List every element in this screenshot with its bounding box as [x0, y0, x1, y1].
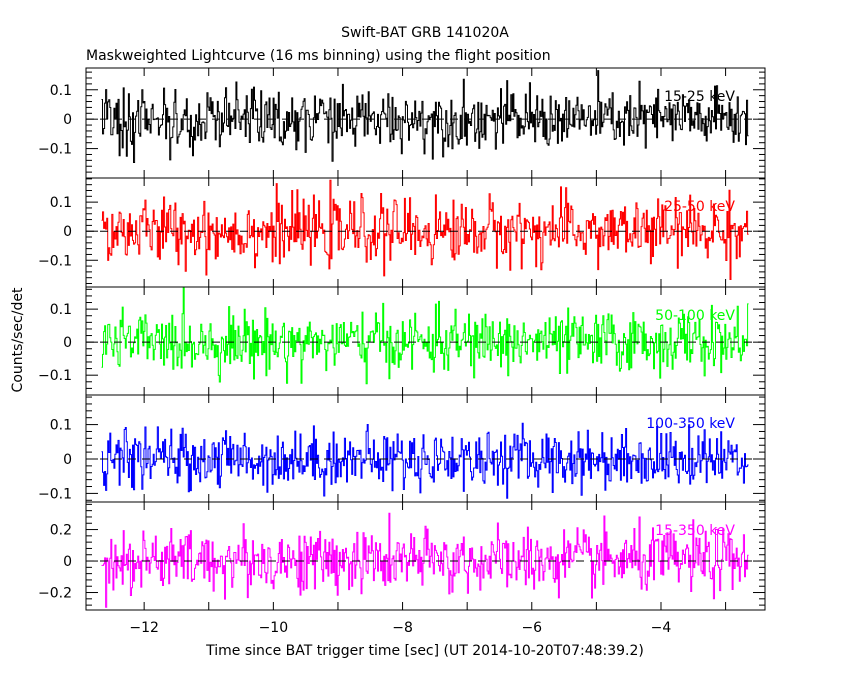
y-tick-label: 0 [63, 554, 72, 570]
series-line [101, 70, 749, 163]
y-tick-label: −0.1 [38, 368, 72, 384]
y-tick-label: −0.1 [38, 142, 72, 158]
y-tick-label: 0.1 [50, 418, 72, 434]
panel-frame [85, 501, 766, 611]
panel-25-50-kev: −0.1 0 0.1 25-50 keV [38, 177, 766, 288]
series-line [101, 286, 749, 385]
y-tick-label: 0 [63, 112, 72, 128]
x-tick-label: −8 [392, 620, 413, 636]
y-tick-label: 0.2 [50, 523, 72, 539]
y-tick-label: −0.1 [38, 253, 72, 269]
panel-50-100-kev: −0.1 0 0.1 50-100 keV [38, 286, 766, 396]
series-line [101, 512, 749, 608]
x-tick-label: −6 [521, 620, 542, 636]
y-tick-label: 0.1 [50, 83, 72, 99]
y-axis-label: Counts/sec/det [10, 287, 26, 392]
y-tick-label: 0 [63, 452, 72, 468]
series-line [101, 179, 749, 280]
energy-band-label: 15-350 keV [655, 523, 735, 539]
x-axis-label: Time since BAT trigger time [sec] (UT 20… [205, 643, 644, 659]
series-line [101, 422, 749, 499]
chart-title: Swift-BAT GRB 141020A [341, 25, 509, 41]
y-tick-label: 0 [63, 335, 72, 351]
x-tick-label: −10 [259, 620, 289, 636]
panel-15-350-kev: −0.2 0 0.2 15-350 keV [38, 501, 766, 611]
energy-band-label: 100-350 keV [646, 416, 735, 432]
x-tick-label: −4 [651, 620, 672, 636]
energy-band-label: 50-100 keV [655, 308, 735, 324]
y-tick-label: 0 [63, 224, 72, 240]
panel-100-350-kev: −0.1 0 0.1 100-350 keV [38, 394, 766, 503]
y-tick-label: 0.1 [50, 302, 72, 318]
energy-band-label: 15-25 keV [664, 89, 735, 105]
y-tick-label: 0.1 [50, 195, 72, 211]
x-tick-label: −12 [129, 620, 159, 636]
chart-subtitle: Maskweighted Lightcurve (16 ms binning) … [86, 48, 551, 64]
y-tick-label: −0.1 [38, 486, 72, 502]
energy-band-label: 25-50 keV [664, 199, 735, 215]
panel-15-25-kev: −0.1 0 0.1 15-25 keV [38, 67, 766, 179]
y-tick-label: −0.2 [38, 586, 72, 602]
